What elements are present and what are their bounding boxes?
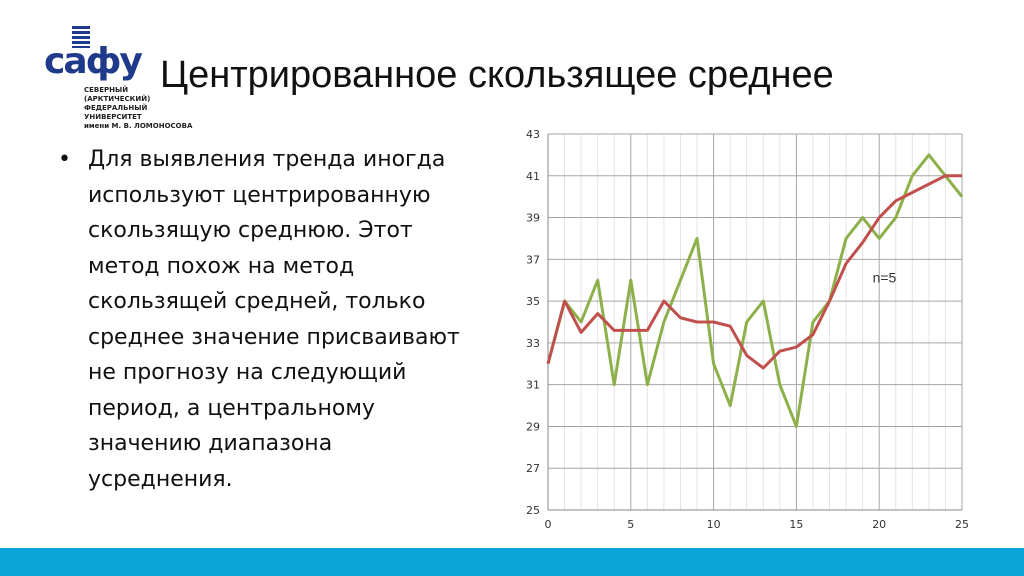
logo-line: УНИВЕРСИТЕТ	[84, 113, 142, 121]
y-tick-label: 35	[526, 295, 540, 308]
bullet-line: значению диапазона	[88, 431, 333, 456]
y-tick-label: 37	[526, 253, 540, 266]
logo-line: СЕВЕРНЫЙ	[84, 86, 129, 94]
bullet-line: не прогнозу на следующий	[88, 360, 407, 385]
line-chart: 25 27 29 31 33 35 37 39 41 43 0 5 10 15 20 25 n=5	[526, 128, 969, 531]
logo-line: ФЕДЕРАЛЬНЫЙ	[84, 104, 148, 112]
series-line-2	[546, 174, 962, 370]
footer-bar	[0, 548, 1024, 576]
chart-annotation: n=5	[873, 269, 897, 285]
university-logo: сафу СЕВЕРНЫЙ (АРКТИЧЕСКИЙ) ФЕДЕРАЛЬНЫЙ …	[44, 26, 192, 144]
x-tick-label: 0	[545, 518, 552, 531]
flag-icon	[72, 26, 90, 48]
bullet-line: метод похож на метод	[88, 253, 355, 279]
y-tick-label: 27	[526, 462, 540, 475]
bullet-line: период, а центральному	[88, 395, 375, 421]
bullet-icon: •	[58, 147, 71, 172]
x-tick-label: 10	[707, 518, 721, 531]
logo-wordmark: сафу	[44, 41, 143, 82]
bullet-line: скользящую среднюю. Этот	[88, 218, 413, 243]
series-line-1	[546, 153, 964, 428]
y-tick-label: 43	[526, 128, 540, 141]
y-tick-label: 31	[526, 379, 540, 392]
logo-caption: СЕВЕРНЫЙ (АРКТИЧЕСКИЙ) ФЕДЕРАЛЬНЫЙ УНИВЕ…	[84, 86, 192, 131]
y-tick-label: 29	[526, 420, 540, 433]
y-tick-label: 41	[526, 170, 540, 183]
bullet-list: • Для выявления тренда иногда используют…	[58, 142, 498, 497]
bullet-line: используют центрированную	[88, 182, 431, 208]
y-tick-label: 25	[526, 504, 540, 517]
bullet-line: усреднения.	[88, 466, 233, 492]
x-tick-label: 5	[627, 518, 634, 531]
logo-line: (АРКТИЧЕСКИЙ)	[84, 95, 151, 103]
x-tick-label: 20	[872, 518, 886, 531]
slide-title: Центрированное скользящее среднее	[160, 54, 834, 96]
bullet-line: скользящей средней, только	[88, 289, 426, 314]
x-tick-label: 25	[955, 518, 969, 531]
bullet-text: Для выявления тренда иногда используют ц…	[88, 142, 498, 497]
x-tick-label: 15	[789, 518, 803, 531]
logo-line: имени М. В. ЛОМОНОСОВА	[84, 122, 193, 130]
y-tick-label: 39	[526, 212, 540, 225]
y-tick-label: 33	[526, 337, 540, 350]
bullet-line: среднее значение присваивают	[88, 324, 460, 350]
bullet-line: Для выявления тренда иногда	[88, 147, 446, 172]
